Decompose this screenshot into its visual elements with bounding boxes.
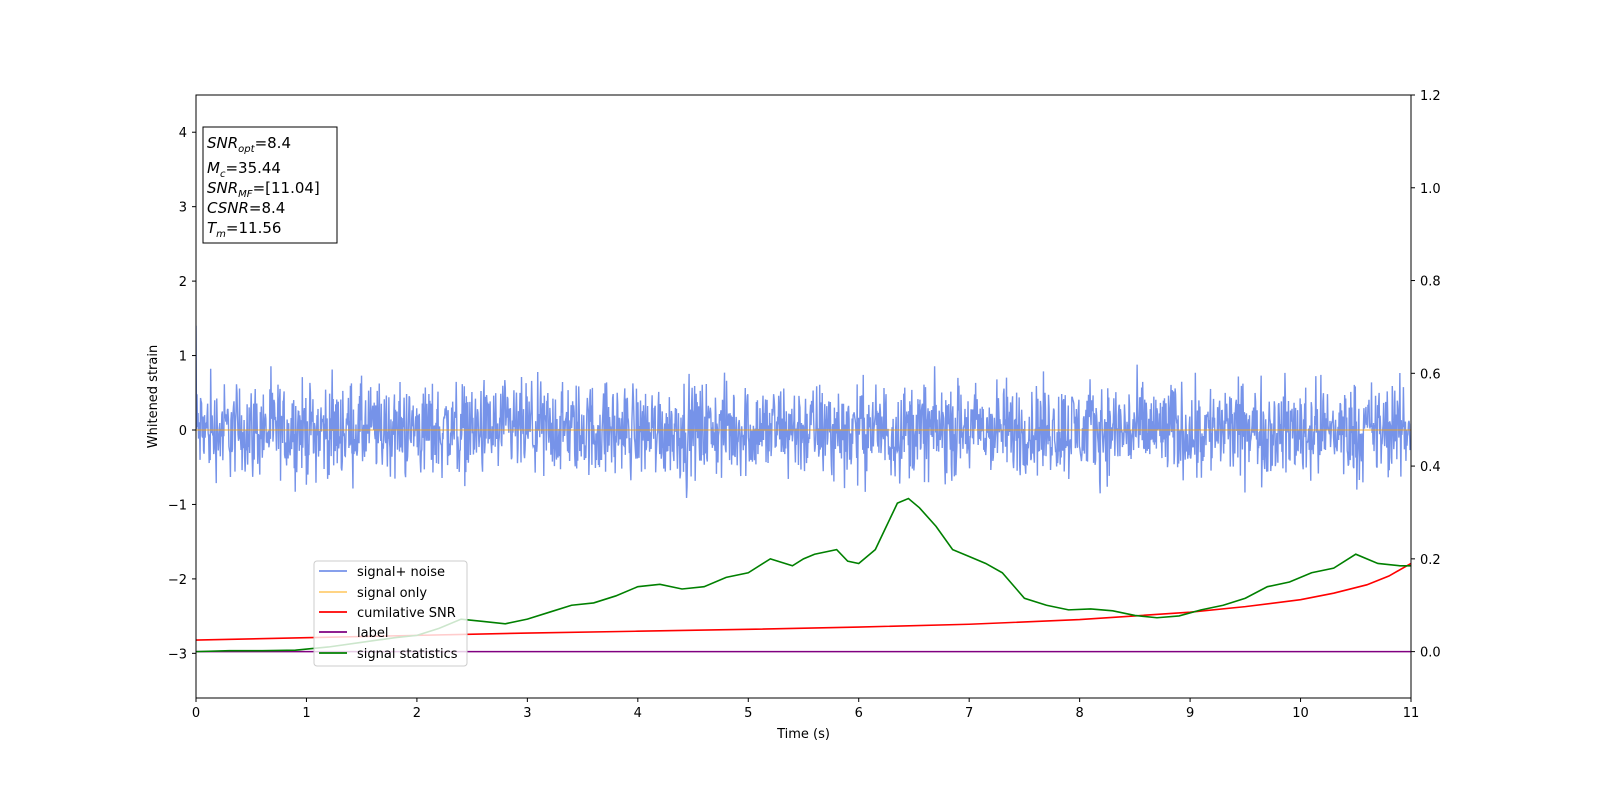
info-box: SNRopt=8.4 Mc=35.44 SNRMF=[11.04] CSNR=8… [202, 126, 338, 244]
x-tick-label: 0 [192, 706, 200, 721]
info-csnr: CSNR=8.4 [207, 199, 285, 217]
legend-item-cumulative-snr: cumilative SNR [319, 606, 456, 621]
legend-label-signal-only: signal only [357, 586, 427, 601]
info-box-frame [202, 126, 338, 244]
series-cumulative-snr [196, 562, 1411, 641]
legend-label-label: label [357, 626, 388, 641]
axes-frame [195, 94, 1412, 699]
x-tick-label: 7 [965, 706, 973, 721]
legend-item-signal-noise: signal+ noise [319, 565, 445, 580]
y2-tick-label: 0.0 [1420, 646, 1441, 661]
y-tick-label: −2 [168, 573, 187, 588]
x-tick-label: 11 [1403, 706, 1420, 721]
legend-item-signal-only: signal only [319, 586, 427, 601]
series-signal-noise [196, 325, 1411, 498]
y2-tick-label: 0.2 [1420, 553, 1441, 568]
y-tick-label: −1 [168, 498, 187, 513]
x-tick-label: 9 [1186, 706, 1194, 721]
x-tick-label: 10 [1292, 706, 1309, 721]
legend-frame [313, 560, 468, 667]
x-tick-label: 3 [523, 706, 531, 721]
legend-label-cumulative-snr: cumilative SNR [357, 606, 456, 621]
x-tick-label: 2 [413, 706, 421, 721]
axes-layer: 0 1 2 3 4 5 6 7 8 9 10 11 −3 −2 −1 0 1 2 3 4 0.0 0.2 0.4 0.6 0.8… [168, 89, 1441, 721]
y-tick-label: 0 [179, 424, 187, 439]
y-tick-label: 4 [179, 126, 187, 141]
series-signal-statistics [196, 497, 1411, 653]
legend-item-label: label [319, 626, 388, 641]
y-tick-label: −3 [168, 647, 187, 662]
legend-label-signal-statistics: signal statistics [357, 647, 458, 662]
x-tick-label: 8 [1075, 706, 1083, 721]
y-tick-label: 3 [179, 201, 187, 216]
info-snr-opt: SNRopt=8.4 [207, 134, 291, 155]
y2-tick-label: 1.0 [1420, 182, 1441, 197]
info-chirp-mass: Mc=35.44 [207, 159, 281, 180]
info-merger-time: Tm=11.56 [207, 219, 281, 240]
y2-tick-label: 0.4 [1420, 460, 1441, 475]
y2-tick-label: 0.6 [1420, 367, 1441, 382]
y2-tick-label: 0.8 [1420, 275, 1441, 290]
legend-label-signal-noise: signal+ noise [357, 565, 445, 580]
x-axis-label: Time (s) [776, 727, 830, 742]
info-snr-mf: SNRMF=[11.04] [207, 179, 320, 200]
x-tick-label: 4 [634, 706, 642, 721]
y2-tick-label: 1.2 [1420, 89, 1441, 104]
legend: signal+ noise signal only cumilative SNR… [313, 560, 468, 667]
x-tick-label: 5 [744, 706, 752, 721]
y-tick-label: 1 [179, 350, 187, 365]
x-tick-label: 6 [855, 706, 863, 721]
legend-item-signal-statistics: signal statistics [319, 647, 458, 662]
y-axis-label: Whitened strain [146, 345, 161, 448]
y-tick-label: 2 [179, 275, 187, 290]
x-tick-label: 1 [302, 706, 310, 721]
